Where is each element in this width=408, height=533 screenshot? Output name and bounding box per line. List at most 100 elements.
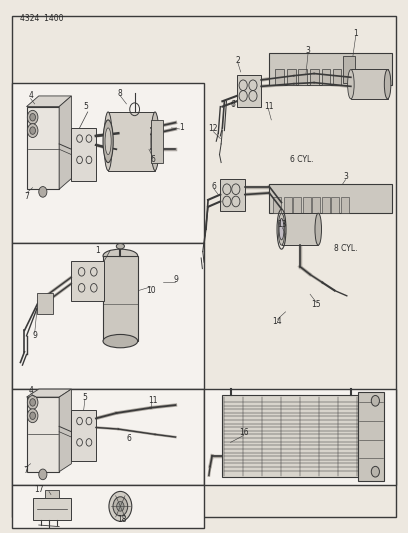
Text: 6: 6	[231, 100, 236, 109]
Polygon shape	[27, 96, 71, 107]
Text: 4324  1400: 4324 1400	[20, 14, 64, 23]
Ellipse shape	[104, 112, 112, 171]
Polygon shape	[282, 213, 318, 245]
Polygon shape	[37, 293, 53, 314]
Polygon shape	[71, 410, 96, 461]
Polygon shape	[343, 56, 355, 83]
Polygon shape	[310, 69, 319, 85]
Circle shape	[39, 469, 47, 480]
Polygon shape	[273, 197, 281, 213]
Polygon shape	[151, 120, 163, 163]
Polygon shape	[237, 75, 261, 107]
Polygon shape	[322, 69, 330, 85]
Text: 12: 12	[208, 125, 218, 133]
Text: 15: 15	[311, 301, 321, 309]
Ellipse shape	[103, 249, 137, 263]
Polygon shape	[303, 197, 311, 213]
Polygon shape	[287, 69, 296, 85]
Text: 14: 14	[273, 318, 282, 326]
Circle shape	[30, 114, 35, 121]
Ellipse shape	[103, 335, 137, 348]
Circle shape	[371, 466, 379, 477]
Ellipse shape	[315, 213, 322, 245]
Polygon shape	[293, 197, 301, 213]
Text: 6: 6	[151, 156, 155, 164]
Text: 5: 5	[82, 393, 87, 401]
Ellipse shape	[103, 120, 113, 163]
Polygon shape	[204, 389, 396, 485]
Circle shape	[109, 491, 132, 521]
Text: 16: 16	[239, 429, 248, 437]
Ellipse shape	[105, 128, 111, 155]
Polygon shape	[275, 69, 284, 85]
Text: 17: 17	[34, 485, 44, 494]
Polygon shape	[351, 69, 388, 99]
Circle shape	[30, 399, 35, 406]
Ellipse shape	[116, 244, 124, 249]
Polygon shape	[27, 389, 71, 397]
Polygon shape	[269, 53, 392, 85]
Polygon shape	[71, 128, 96, 181]
Circle shape	[27, 409, 38, 423]
Text: 9: 9	[32, 332, 37, 340]
Circle shape	[39, 187, 47, 197]
Text: 3: 3	[343, 173, 348, 181]
Polygon shape	[331, 197, 339, 213]
Polygon shape	[269, 184, 392, 213]
Polygon shape	[358, 392, 384, 481]
Text: 5: 5	[83, 102, 88, 111]
Circle shape	[27, 124, 38, 138]
Circle shape	[30, 127, 35, 134]
Polygon shape	[12, 485, 204, 528]
Circle shape	[27, 395, 38, 409]
Polygon shape	[220, 179, 245, 211]
Polygon shape	[45, 490, 59, 498]
Text: 3: 3	[306, 46, 310, 55]
Text: 10: 10	[146, 286, 156, 295]
Ellipse shape	[279, 219, 284, 240]
Text: 1: 1	[353, 29, 358, 37]
Text: 13: 13	[277, 221, 287, 229]
Polygon shape	[59, 96, 71, 189]
Ellipse shape	[348, 69, 354, 99]
Polygon shape	[12, 243, 204, 389]
Text: 18: 18	[117, 515, 126, 524]
Polygon shape	[71, 261, 104, 301]
Polygon shape	[222, 395, 359, 477]
Circle shape	[117, 502, 124, 511]
Polygon shape	[284, 197, 292, 213]
Polygon shape	[312, 197, 320, 213]
Circle shape	[113, 497, 128, 516]
Polygon shape	[333, 69, 341, 85]
Polygon shape	[59, 389, 71, 472]
Text: 8: 8	[118, 89, 123, 98]
Text: 6: 6	[212, 182, 217, 191]
Circle shape	[371, 395, 379, 406]
Text: 4: 4	[28, 92, 33, 100]
Text: 7: 7	[24, 192, 29, 200]
Ellipse shape	[278, 213, 285, 245]
Text: 6: 6	[126, 434, 131, 442]
Text: 2: 2	[235, 56, 240, 64]
Ellipse shape	[151, 112, 159, 171]
Text: 6 CYL.: 6 CYL.	[290, 156, 314, 164]
Text: 7: 7	[23, 466, 28, 474]
Polygon shape	[12, 83, 204, 243]
Text: 8 CYL.: 8 CYL.	[334, 244, 358, 253]
Polygon shape	[341, 197, 349, 213]
Text: 9: 9	[173, 276, 178, 284]
Polygon shape	[298, 69, 307, 85]
Polygon shape	[103, 256, 138, 341]
Polygon shape	[322, 197, 330, 213]
Text: 4: 4	[28, 386, 33, 394]
Text: 11: 11	[264, 102, 273, 111]
Polygon shape	[27, 397, 59, 472]
Polygon shape	[12, 389, 204, 485]
Circle shape	[30, 412, 35, 419]
Circle shape	[27, 110, 38, 124]
Polygon shape	[108, 112, 155, 171]
Text: 11: 11	[148, 397, 158, 405]
Polygon shape	[27, 107, 59, 189]
Polygon shape	[33, 498, 71, 520]
Text: 1: 1	[95, 246, 100, 255]
